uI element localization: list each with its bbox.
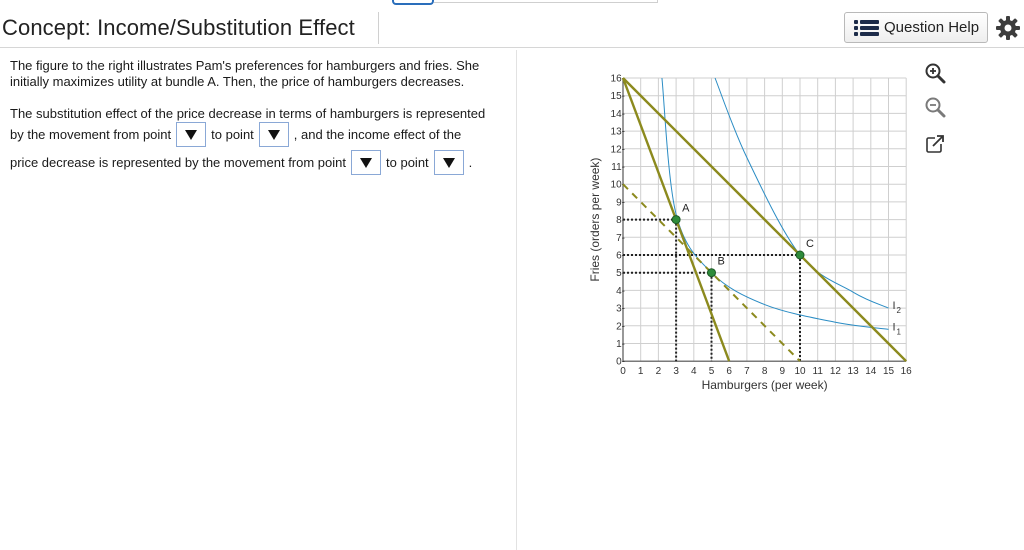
x-tick-label: 12 — [830, 366, 842, 377]
page-title: Concept: Income/Substitution Effect — [2, 15, 355, 40]
popout-icon[interactable] — [924, 133, 946, 155]
y-tick-label: 4- — [616, 286, 625, 297]
y-tick-label: 2- — [616, 321, 625, 332]
bundle-point — [795, 250, 805, 260]
to-point-label: to point — [211, 127, 254, 142]
y-tick-label: 6- — [616, 251, 625, 262]
sentence-period: . — [468, 155, 473, 170]
question-line-1: The substitution effect of the price dec… — [10, 106, 485, 121]
zoom-in-icon[interactable] — [924, 62, 946, 84]
intro-text: The figure to the right illustrates Pam'… — [10, 58, 480, 89]
y-tick-label: 0- — [616, 357, 625, 368]
question-help-button[interactable]: Question Help — [844, 12, 988, 43]
column-divider — [516, 50, 517, 550]
x-tick-label: 1 — [638, 366, 644, 377]
substitution-from-dropdown[interactable] — [176, 122, 207, 147]
x-tick-label: 11 — [813, 366, 824, 377]
indifference-curve-label: I — [893, 300, 896, 312]
x-tick-label: 14 — [865, 366, 877, 377]
question-intro: The figure to the right illustrates Pam'… — [10, 58, 510, 89]
y-tick-label: 1- — [616, 339, 625, 350]
x-tick-label: 15 — [883, 366, 895, 377]
x-tick-label: 8 — [762, 366, 768, 377]
x-tick-label: 2 — [656, 366, 662, 377]
dropdown-arrow-icon — [267, 129, 280, 140]
budget-line — [622, 77, 908, 363]
question-line-3: price decrease is represented by the mov… — [10, 150, 472, 175]
x-tick-label: 7 — [744, 366, 750, 377]
gear-icon[interactable] — [995, 15, 1021, 41]
income-to-dropdown[interactable] — [433, 150, 464, 175]
indifference-curve — [714, 77, 889, 309]
bundle-point — [671, 215, 681, 225]
y-tick-label: 3- — [616, 304, 625, 315]
x-tick-label: 3 — [673, 366, 679, 377]
sentence-movement-from: by the movement from point — [10, 127, 172, 142]
tab-strip-rest — [434, 0, 658, 3]
y-tick-label: 12- — [611, 144, 625, 155]
sentence-substitution-effect: The substitution effect of the price dec… — [10, 106, 486, 121]
top-tab-strip — [0, 0, 1024, 8]
x-tick-label: 0 — [620, 366, 626, 377]
question-help-label: Question Help — [884, 19, 980, 36]
x-tick-label: 6 — [726, 366, 732, 377]
bundle-point-label: A — [682, 203, 690, 215]
y-tick-label: 15- — [611, 91, 625, 102]
sentence-income-effect: , and the income effect of the — [293, 127, 462, 142]
dropdown-arrow-icon — [360, 157, 373, 168]
indifference-curve — [661, 77, 889, 330]
indifference-curve-subscript: 1 — [897, 327, 902, 336]
indifference-curve-subscript: 2 — [897, 306, 902, 315]
sentence-income-movement-from: price decrease is represented by the mov… — [10, 155, 347, 170]
y-tick-label: 8- — [616, 215, 625, 226]
y-tick-label: 9- — [616, 197, 625, 208]
y-tick-label: 13- — [611, 127, 625, 138]
list-icon — [854, 19, 879, 36]
x-tick-label: 5 — [709, 366, 715, 377]
bundle-point-label: C — [806, 238, 814, 250]
graph-svg: 0 1 2 3 4 5 6 7 8 9 10 11 12 13 14 15 160-1-2-3-4-5-6-7-… — [588, 74, 913, 393]
substitution-to-dropdown[interactable] — [258, 122, 289, 147]
y-tick-label: 16- — [611, 74, 625, 85]
dropdown-arrow-icon — [442, 157, 455, 168]
x-tick-label: 10 — [794, 366, 806, 377]
question-line-2: by the movement from point to point , an… — [10, 122, 461, 147]
x-tick-label: 4 — [691, 366, 697, 377]
x-tick-label: 13 — [848, 366, 860, 377]
y-tick-label: 11- — [611, 162, 625, 173]
bundle-point-label: B — [718, 256, 725, 268]
y-tick-label: 5- — [616, 268, 625, 279]
compensated-budget-line — [622, 183, 801, 362]
x-tick-label: 9 — [780, 366, 786, 377]
x-tick-label: 16 — [901, 366, 913, 377]
y-axis-label: Fries (orders per week) — [588, 158, 602, 282]
y-tick-label: 10- — [611, 180, 625, 191]
income-from-dropdown[interactable] — [351, 150, 382, 175]
to-point-label: to point — [386, 155, 429, 170]
y-tick-label: 7- — [616, 233, 625, 244]
zoom-out-icon[interactable] — [924, 96, 946, 118]
x-axis-label: Hamburgers (per week) — [702, 378, 828, 392]
header-bar: Concept: Income/Substitution Effect Ques… — [0, 8, 1024, 48]
active-tab[interactable] — [392, 0, 434, 5]
economics-graph[interactable]: 0 1 2 3 4 5 6 7 8 9 10 11 12 13 14 15 16 0- 1- 2- 3- 4- 5- 6- 7-… — [585, 68, 925, 398]
dropdown-arrow-icon — [185, 129, 198, 140]
y-tick-label: 14- — [611, 109, 625, 120]
title-divider — [378, 12, 379, 44]
bundle-point — [707, 268, 716, 278]
indifference-curve-label: I — [893, 321, 896, 333]
